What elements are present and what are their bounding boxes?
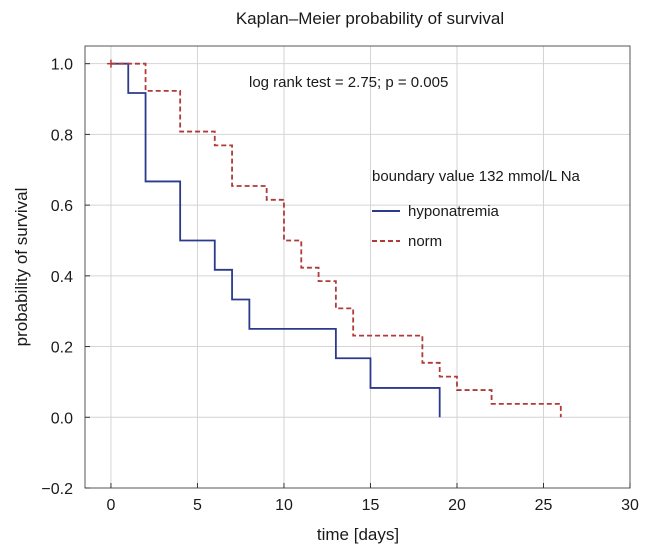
x-tick-label: 10 bbox=[275, 497, 293, 514]
y-tick-label: 0.8 bbox=[51, 127, 73, 144]
y-tick-label: 0.2 bbox=[51, 340, 73, 357]
legend-title: boundary value 132 mmol/L Na bbox=[372, 168, 581, 185]
log-rank-annotation: log rank test = 2.75; p = 0.005 bbox=[249, 74, 448, 91]
y-axis-label: probability of survival bbox=[12, 188, 31, 347]
x-tick-label: 5 bbox=[193, 497, 202, 514]
axis-ticks bbox=[85, 63, 631, 489]
series-line-hyponatremia bbox=[110, 62, 441, 418]
y-tick-labels: −0.2 0.0 0.2 0.4 0.6 0.8 1.0 bbox=[41, 57, 73, 498]
series-line-norm bbox=[110, 62, 562, 418]
legend-label-hyponatremia: hyponatremia bbox=[408, 203, 500, 220]
x-tick-labels: 0 5 10 15 20 25 30 bbox=[106, 497, 639, 514]
x-tick-label: 0 bbox=[106, 497, 115, 514]
y-tick-label: −0.2 bbox=[41, 481, 73, 498]
chart-title: Kaplan–Meier probability of survival bbox=[236, 9, 504, 28]
y-tick-label: 0.0 bbox=[51, 410, 73, 427]
y-tick-label: 0.6 bbox=[51, 198, 73, 215]
x-tick-label: 25 bbox=[535, 497, 553, 514]
grid bbox=[85, 46, 630, 488]
y-tick-label: 1.0 bbox=[51, 57, 73, 74]
legend: boundary value 132 mmol/L Na hyponatremi… bbox=[372, 168, 581, 250]
plot-frame bbox=[84, 45, 631, 489]
x-tick-label: 20 bbox=[448, 497, 466, 514]
x-tick-label: 30 bbox=[621, 497, 639, 514]
y-tick-label: 0.4 bbox=[51, 269, 73, 286]
x-axis-label: time [days] bbox=[317, 525, 399, 544]
series-lines bbox=[106, 59, 562, 418]
legend-label-norm: norm bbox=[408, 233, 442, 250]
x-tick-label: 15 bbox=[362, 497, 380, 514]
